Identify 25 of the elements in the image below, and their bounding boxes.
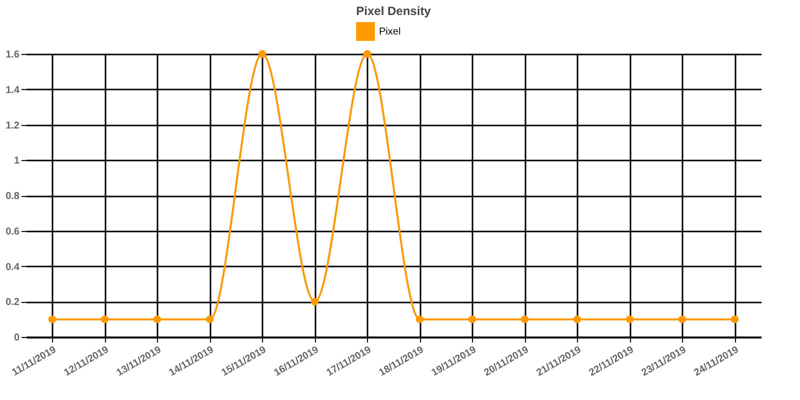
point	[626, 315, 634, 324]
y-tick-label: 0	[14, 332, 20, 344]
y-tick-label: 1	[14, 156, 20, 167]
point	[153, 315, 162, 324]
point	[520, 315, 529, 324]
y-tick-label: 0.2	[6, 297, 20, 308]
point	[730, 315, 739, 324]
legend-label: Pixel	[379, 26, 401, 38]
y-tick-label: 1.4	[6, 84, 20, 96]
point	[573, 315, 582, 324]
y-tick-label: 0.8	[6, 191, 20, 202]
y-tick-label: 1.2	[6, 120, 20, 132]
chart-title: Pixel Density	[356, 4, 432, 18]
point	[100, 315, 109, 324]
point	[416, 315, 424, 324]
point	[310, 298, 319, 306]
y-tick-label: 0.6	[6, 226, 20, 238]
y-tick-label: 0.4	[6, 262, 20, 273]
point	[468, 315, 476, 324]
point	[206, 315, 214, 324]
point	[258, 50, 266, 58]
point	[48, 315, 56, 324]
point	[678, 315, 686, 324]
y-tick-label: 1.6	[6, 50, 20, 60]
point	[363, 50, 372, 58]
